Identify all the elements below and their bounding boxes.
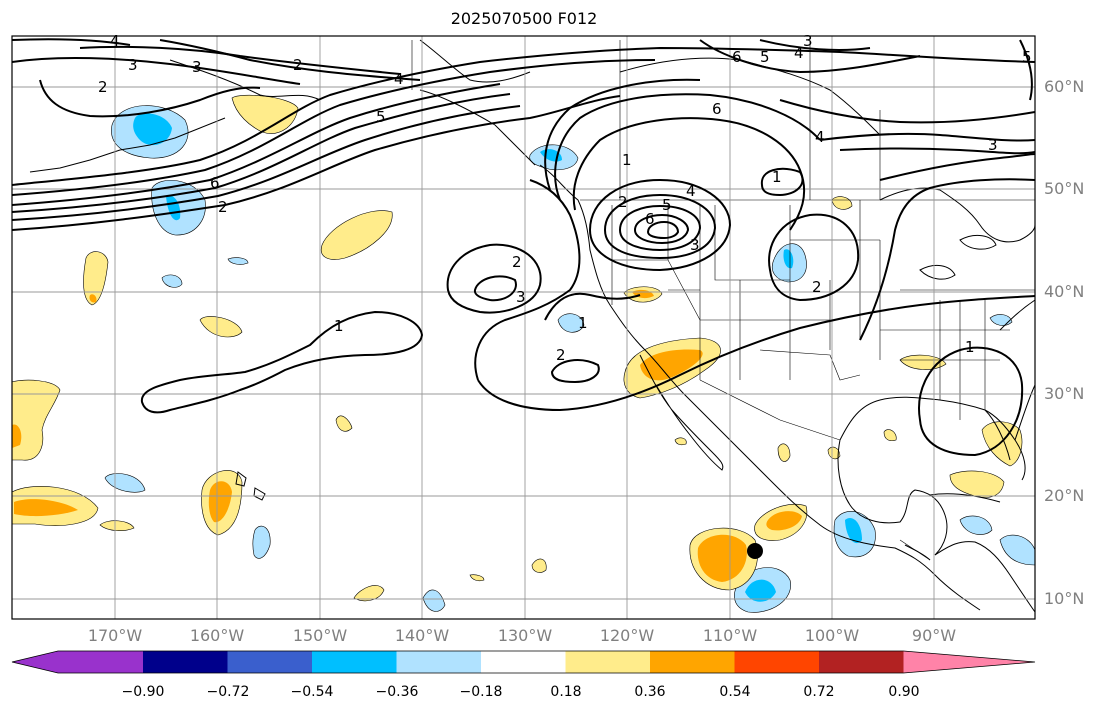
contour-label: 4: [794, 44, 804, 62]
lat-label: 50°N: [1044, 179, 1085, 198]
lat-label: 10°N: [1044, 589, 1085, 608]
map-title: 2025070500 F012: [450, 9, 598, 28]
contour-label: 2: [293, 56, 303, 74]
lat-label: 30°N: [1044, 384, 1085, 403]
contour-label: 6: [645, 210, 655, 228]
contour-label: 2: [98, 78, 108, 96]
colorbar-segment: [565, 651, 651, 673]
colorbar-segment: [819, 651, 904, 673]
colorbar-tick-label: 0.72: [803, 684, 835, 700]
colorbar-segment: [312, 651, 397, 673]
lon-label: 100°W: [804, 626, 860, 645]
contour-label: 2: [618, 193, 628, 211]
lat-label: 20°N: [1044, 486, 1085, 505]
contour-label: 3: [690, 236, 700, 254]
colorbar-tick-label: 0.54: [719, 684, 751, 700]
contour-label-group: 4 3 3 2 2 4 5 6 2 2 3 1 1 2 2 4 6 5 3 1 …: [98, 32, 1032, 364]
lon-label: 150°W: [292, 626, 348, 645]
contour-label: 1: [578, 314, 588, 332]
colorbar-segment: [143, 651, 228, 673]
colorbar-segment: [481, 651, 566, 673]
colorbar-outline: [11, 650, 1036, 674]
contour-label: 3: [192, 58, 202, 76]
colorbar-tick-label: 0.18: [550, 684, 582, 700]
colorbar-tick-label: 0.90: [888, 684, 920, 700]
contour-label: 6: [210, 174, 220, 192]
contour-label: 1: [965, 338, 975, 356]
contour-label: 5: [760, 48, 770, 66]
colorbar-tick-label: −0.18: [459, 684, 503, 700]
colorbar-segment: [650, 651, 735, 673]
colorbar-segment: [227, 651, 313, 673]
colorbar-segment: [396, 651, 482, 673]
map-frame: [11, 35, 1036, 620]
lon-label: 110°W: [702, 626, 758, 645]
colorbar-extension-high: [903, 651, 1035, 673]
colorbar-tick-label: −0.36: [375, 684, 419, 700]
contour-label: 5: [1022, 48, 1032, 66]
contour-label: 5: [662, 196, 672, 214]
contour-label: 4: [394, 70, 404, 88]
colorbar-tick-label: −0.90: [121, 684, 165, 700]
lon-label: 160°W: [189, 626, 245, 645]
lat-label: 40°N: [1044, 282, 1085, 301]
contour-lines: [12, 38, 1035, 457]
contour-label: 4: [686, 182, 696, 200]
contour-label: 6: [732, 48, 742, 66]
lon-label: 130°W: [497, 626, 553, 645]
contour-label: 1: [334, 317, 344, 335]
contour-label: 5: [376, 108, 386, 126]
lat-label: 60°N: [1044, 77, 1085, 96]
colorbar-tick-label: −0.72: [206, 684, 250, 700]
contour-label: 2: [812, 278, 822, 296]
colorbar-segment: [58, 651, 143, 673]
colorbar-tick-label: −0.54: [290, 684, 334, 700]
graticule: [12, 36, 1035, 619]
colorbar-segment: [734, 651, 820, 673]
contour-label: 2: [512, 253, 522, 271]
storm-center-marker: [747, 543, 763, 559]
contour-label: 4: [110, 32, 120, 50]
colorbar-tick-label: 0.36: [634, 684, 666, 700]
contour-label: 3: [803, 32, 813, 50]
contour-label: 3: [516, 288, 526, 306]
contour-label: 2: [218, 198, 228, 216]
colorbar-extension-low: [12, 651, 58, 673]
contour-label: 1: [772, 168, 782, 186]
lon-label: 140°W: [394, 626, 450, 645]
contour-label: 4: [815, 128, 825, 146]
lon-label: 170°W: [87, 626, 143, 645]
lon-label: 120°W: [599, 626, 655, 645]
contour-label: 2: [556, 346, 566, 364]
colorbar: [11, 650, 1036, 674]
lon-label: 90°W: [911, 626, 957, 645]
contour-label: 3: [988, 136, 998, 154]
contour-label: 1: [622, 151, 632, 169]
contour-label: 6: [712, 100, 722, 118]
contour-label: 3: [128, 56, 138, 74]
anomaly-shading: [12, 94, 1035, 613]
